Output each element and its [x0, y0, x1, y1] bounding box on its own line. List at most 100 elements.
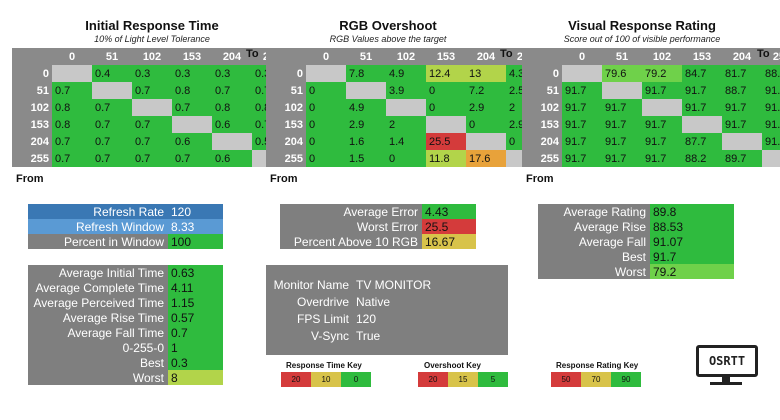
rating-stat-value: 89.8 — [650, 204, 734, 219]
grid-cell — [172, 116, 212, 133]
key-swatch: 50 — [551, 372, 581, 387]
grid-cell: 0.7 — [132, 82, 172, 99]
grid-cell: 0.7 — [92, 116, 132, 133]
rating-stat-value: 79.2 — [650, 264, 734, 279]
grid-cell: 13 — [466, 65, 506, 82]
column-header: 153 — [172, 48, 212, 65]
grid-cell — [212, 133, 252, 150]
grid-cell: 79.2 — [642, 65, 682, 82]
grid-cell: 0 — [306, 99, 346, 116]
grid-cell: 91.7 — [642, 150, 682, 167]
from-label: From — [270, 173, 298, 185]
grid-cell: 91.7 — [602, 150, 642, 167]
grid-cell: 91.7 — [762, 99, 780, 116]
rating-stat-label: Average Rating — [538, 204, 650, 219]
monitor-value: Native — [356, 294, 391, 309]
from-label: From — [16, 173, 44, 185]
row-header: 51 — [522, 82, 562, 99]
overshoot-stat-value: 16.67 — [422, 234, 476, 249]
grid-cell: 91.7 — [682, 99, 722, 116]
grid-cell: 0.6 — [172, 133, 212, 150]
overshoot-key: 20 15 5 — [418, 372, 508, 387]
row-header: 255 — [12, 150, 52, 167]
time-stat-value: 4.11 — [168, 280, 223, 295]
time-stat-value: 1.15 — [168, 295, 223, 310]
grid-cell — [602, 82, 642, 99]
initial-response-grid: 05110215320425500.40.30.30.30.3510.70.70… — [12, 48, 292, 167]
grid-cell: 0.7 — [172, 150, 212, 167]
grid-cell: 0.7 — [92, 150, 132, 167]
grid-cell: 0.8 — [212, 99, 252, 116]
grid-cell: 0.7 — [52, 133, 92, 150]
grid-cell: 0.6 — [212, 150, 252, 167]
grid-cell: 91.7 — [602, 116, 642, 133]
grid-cell: 0 — [386, 150, 426, 167]
to-label: To — [500, 48, 513, 60]
grid-cell: 91.7 — [762, 82, 780, 99]
monitor-value: True — [356, 328, 381, 343]
grid-cell: 0.7 — [132, 133, 172, 150]
grid-cell: 91.7 — [562, 133, 602, 150]
time-stat-value: 1 — [168, 340, 223, 355]
response-rating-key: 50 70 90 — [551, 372, 641, 387]
grid-cell: 91.7 — [682, 82, 722, 99]
grid-cell: 91.7 — [762, 116, 780, 133]
grid-cell: 0.8 — [172, 82, 212, 99]
column-header: 51 — [346, 48, 386, 65]
refresh-value: 120 — [168, 204, 223, 219]
grid-cell — [466, 133, 506, 150]
key-swatch: 90 — [611, 372, 641, 387]
initial-response-title: Initial Response Time — [85, 18, 219, 33]
grid-cell: 0.3 — [212, 65, 252, 82]
grid-cell: 4.9 — [386, 65, 426, 82]
initial-response-subtitle: 10% of Light Level Tolerance — [94, 34, 210, 44]
grid-cell — [562, 65, 602, 82]
column-header: 51 — [602, 48, 642, 65]
row-header: 153 — [12, 116, 52, 133]
key-swatch: 20 — [418, 372, 448, 387]
row-header: 0 — [266, 65, 306, 82]
logo-text: OSRTT — [708, 354, 746, 368]
grid-cell: 1.4 — [386, 133, 426, 150]
column-header: 0 — [306, 48, 346, 65]
grid-cell: 89.7 — [722, 150, 762, 167]
key-swatch: 20 — [281, 372, 311, 387]
rating-stat-label: Best — [538, 249, 650, 264]
column-header: 51 — [92, 48, 132, 65]
grid-cell: 91.7 — [722, 116, 762, 133]
rating-stat-value: 91.7 — [650, 249, 734, 264]
overshoot-stat-label: Worst Error — [280, 219, 422, 234]
grid-cell: 17.6 — [466, 150, 506, 167]
column-header: 153 — [426, 48, 466, 65]
osrtt-logo: OSRTT — [696, 345, 758, 387]
time-stat-label: 0-255-0 — [28, 340, 168, 355]
column-header: 153 — [682, 48, 722, 65]
grid-corner — [12, 48, 52, 65]
grid-cell: 0.4 — [92, 65, 132, 82]
key-swatch: 0 — [341, 372, 371, 387]
grid-cell: 91.7 — [562, 150, 602, 167]
grid-cell: 84.7 — [682, 65, 722, 82]
time-stat-value: 8 — [168, 370, 223, 385]
time-stat-label: Worst — [28, 370, 168, 385]
grid-cell: 81.7 — [722, 65, 762, 82]
column-header: 0 — [52, 48, 92, 65]
row-header: 102 — [266, 99, 306, 116]
grid-cell: 91.7 — [562, 99, 602, 116]
grid-cell: 91.7 — [602, 133, 642, 150]
rating-stat-value: 88.53 — [650, 219, 734, 234]
time-stat-label: Average Perceived Time — [28, 295, 168, 310]
from-label: From — [526, 173, 554, 185]
grid-cell: 0 — [426, 82, 466, 99]
row-header: 255 — [266, 150, 306, 167]
grid-cell: 2 — [386, 116, 426, 133]
grid-cell — [92, 82, 132, 99]
key-swatch: 70 — [581, 372, 611, 387]
grid-cell — [762, 150, 780, 167]
response-time-key-title: Response Time Key — [286, 361, 362, 370]
grid-cell: 7.8 — [346, 65, 386, 82]
visual-rating-subtitle: Score out of 100 of visible performance — [563, 34, 721, 44]
time-stat-value: 0.7 — [168, 325, 223, 340]
grid-cell: 3.9 — [386, 82, 426, 99]
overshoot-key-title: Overshoot Key — [424, 361, 481, 370]
